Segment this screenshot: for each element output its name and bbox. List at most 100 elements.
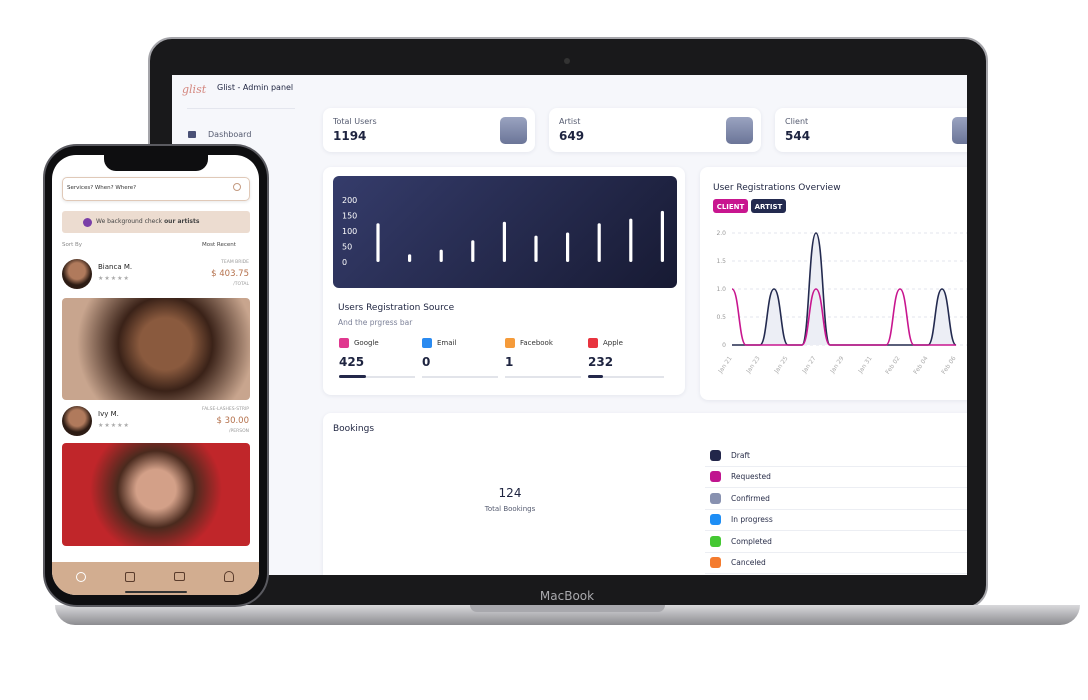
x-tick-label: Feb 02 [884, 355, 901, 376]
y-tick-label: 0 [342, 258, 347, 267]
status-swatch [710, 535, 721, 547]
x-tick-label: Jan 27 [801, 355, 818, 375]
search-box[interactable] [62, 177, 250, 201]
line [731, 288, 956, 346]
y-tick-label: 200 [342, 196, 357, 205]
bar [629, 218, 633, 262]
artist-unit: /TOTAL [233, 282, 249, 287]
line-chart: User Registrations Overview CLIENT ARTIST 0… [713, 183, 967, 376]
source-icon [505, 338, 515, 348]
artist-price: $ 30.00 [216, 416, 249, 426]
logo: glist [182, 83, 207, 96]
chart-title: User Registrations Overview [713, 183, 841, 193]
source-value: 425 [339, 355, 365, 369]
line [732, 232, 957, 346]
x-tick-label: Jan 21 [717, 355, 734, 375]
status-swatch [710, 514, 721, 526]
artist-name: Bianca M. [98, 263, 133, 271]
progress-track [505, 376, 581, 378]
bar [534, 235, 538, 262]
bookings-total-label: Total Bookings [484, 505, 536, 513]
x-tick-label: Feb 06 [940, 355, 957, 376]
banner-lead: We background check [96, 218, 163, 225]
artist-service: TEAM BRIDE [221, 260, 249, 265]
stat-card [323, 108, 535, 152]
bookings-card [323, 413, 967, 575]
source-value: 1 [505, 355, 514, 369]
banner-text: We background check our artists [96, 218, 199, 225]
bar [439, 249, 443, 262]
x-tick-label: Jan 31 [857, 355, 874, 375]
status-label: Completed [731, 536, 772, 546]
divider [187, 108, 295, 109]
phone-screen: Services? When? Where? We background che… [52, 155, 259, 595]
source-name: Apple [603, 339, 623, 347]
bar-chart: 0 50 100 150 200 [342, 196, 664, 267]
nav-calendar[interactable] [125, 572, 135, 582]
banner-bold: our artists [164, 218, 200, 225]
source-value: 0 [422, 355, 431, 369]
y-tick-label: 100 [342, 227, 357, 236]
brand: MacBook [539, 589, 595, 603]
search-placeholder: Services? When? Where? [67, 185, 137, 191]
bar [566, 232, 570, 262]
status-divider [705, 551, 967, 553]
progress-bar [339, 375, 367, 378]
stat-value: 544 [785, 129, 811, 143]
stat-icon [726, 117, 753, 144]
bar [408, 254, 412, 262]
nav-messages[interactable] [174, 572, 185, 581]
bar [597, 223, 601, 262]
nav-home[interactable] [76, 572, 86, 582]
x-tick-label: Jan 25 [773, 355, 790, 375]
source-title: Users Registration Source [338, 303, 455, 313]
bar [471, 240, 475, 262]
rating: ★★★★★ [98, 422, 130, 429]
status-divider [705, 530, 967, 532]
progress-track [339, 376, 415, 378]
status-label: In progress [731, 515, 773, 525]
source-name: Email [437, 339, 457, 347]
source-icon [339, 338, 349, 348]
progress-bar [588, 375, 603, 378]
rating: ★★★★★ [98, 275, 130, 282]
stat-label: Total Users [333, 117, 377, 126]
sort-label: Sort By [62, 242, 83, 248]
progress-track [588, 376, 664, 378]
laptop-base [55, 605, 1080, 625]
stat-card [775, 108, 967, 152]
y-tick-label: 150 [342, 212, 357, 221]
source-icon [588, 338, 598, 348]
status-divider [705, 466, 967, 467]
status-label: Requested [731, 472, 771, 482]
progress-track [422, 376, 498, 378]
stat-value: 649 [559, 129, 585, 143]
stat-icon [500, 117, 527, 144]
y-tick-label: 2.0 [716, 230, 726, 237]
nav-icon [188, 131, 196, 138]
source-icon [422, 338, 432, 348]
nav-profile[interactable] [224, 571, 234, 582]
status-swatch [710, 471, 721, 483]
bookings-title: Bookings [333, 424, 375, 434]
legend-swatch [713, 199, 748, 213]
source-subtitle: And the prgress bar [338, 318, 413, 327]
stat-label: Client [785, 117, 809, 126]
bar [502, 221, 506, 262]
x-tick-label: Jan 29 [829, 355, 846, 375]
nav-item[interactable]: Dashboard [208, 130, 252, 139]
x-tick-label: Feb 04 [912, 355, 929, 376]
stat-label: Artist [559, 117, 581, 126]
artist-price: $ 403.75 [211, 269, 249, 279]
status-divider [705, 573, 967, 574]
stat-card [549, 108, 761, 152]
y-tick-label: 50 [342, 243, 352, 252]
artist-service: FALSE-LASHES-STRIP [201, 407, 249, 412]
sort-value[interactable]: Most Recent [202, 242, 236, 248]
search-icon[interactable] [233, 183, 241, 191]
avatar [62, 406, 92, 436]
panel-title: Glist - Admin panel [217, 83, 294, 92]
photo [62, 298, 250, 400]
source-name: Facebook [520, 339, 553, 347]
status-label: Confirmed [731, 493, 770, 503]
